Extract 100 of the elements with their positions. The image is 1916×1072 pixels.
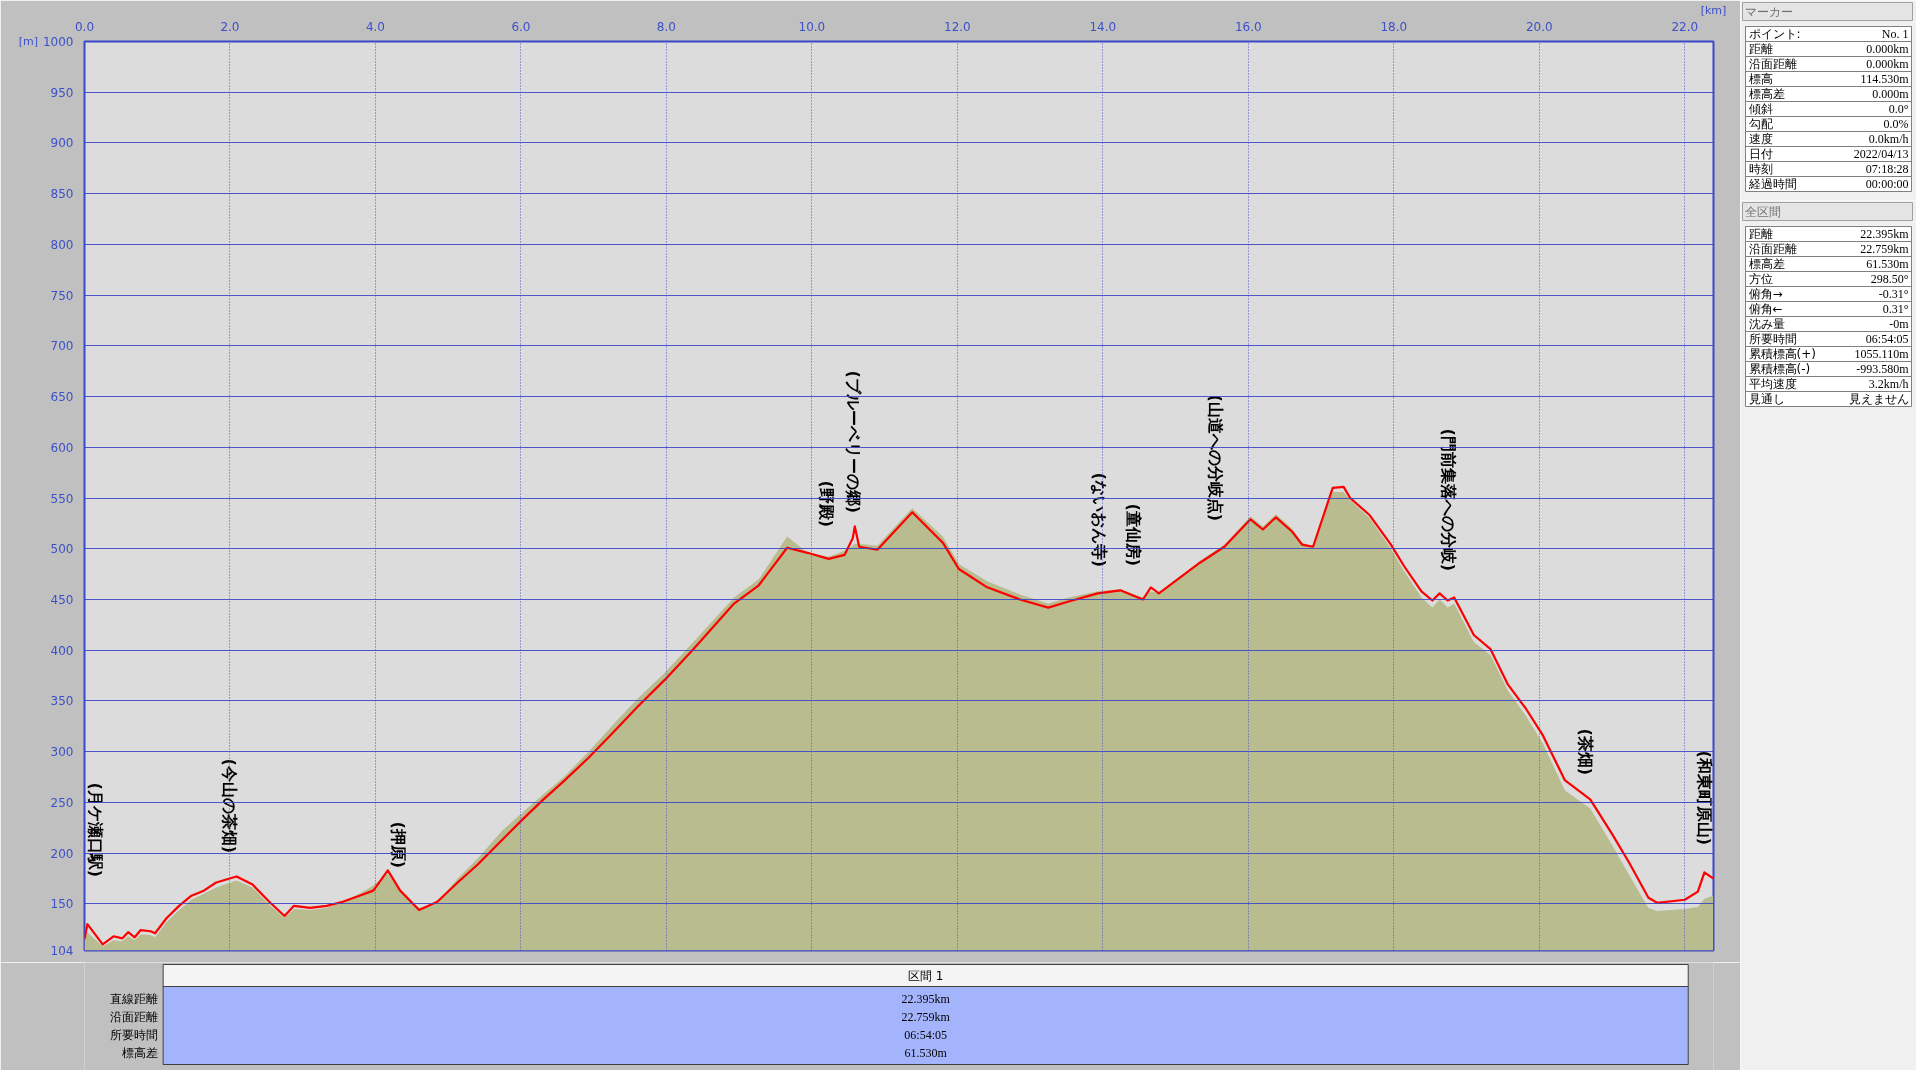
x-tick-label: 6.0 — [511, 19, 531, 34]
text: 方位 — [1748, 272, 1773, 286]
annotation: (押原) — [389, 821, 408, 869]
y-tick-label: 850 — [50, 187, 74, 202]
text: 114.530m — [1860, 72, 1910, 86]
x-tick-label: 2.0 — [220, 19, 240, 34]
text: 0.0% — [1883, 117, 1909, 131]
x-tick-label: 18.0 — [1380, 19, 1408, 34]
text: 累積標高(-) — [1748, 362, 1811, 376]
text: 日付 — [1748, 147, 1773, 161]
text: No. 1 — [1881, 27, 1909, 41]
x-tick-label: 10.0 — [798, 19, 826, 34]
text: 0.31° — [1882, 302, 1909, 316]
text: -0.31° — [1878, 287, 1909, 301]
x-tick-label: 4.0 — [365, 19, 386, 34]
text: 22.395km — [1860, 227, 1910, 241]
annotation: (茶畑) — [1576, 728, 1595, 776]
text: 標高差 — [1748, 87, 1785, 101]
text: 経過時間 — [1747, 177, 1797, 191]
annotation: (ブルーベリーの郷) — [844, 370, 863, 514]
text: 06:54:05 — [1865, 332, 1909, 346]
text: 速度 — [1748, 132, 1773, 146]
text: 俯角← — [1748, 302, 1783, 316]
x-tick-label: 8.0 — [656, 19, 676, 34]
text: 0.0km/h — [1868, 132, 1909, 146]
text: 沿面距離 — [1748, 242, 1797, 256]
y-tick-label: 550 — [50, 491, 74, 506]
text: 06:54:05 — [904, 1027, 948, 1042]
text: 0.000km — [1866, 57, 1910, 71]
text: 俯角→ — [1748, 287, 1783, 301]
text: 区間 1 — [907, 968, 944, 983]
y-tick-label: 350 — [50, 694, 74, 709]
text: 距離 — [1748, 227, 1773, 241]
text: 07:18:28 — [1865, 162, 1909, 176]
x-tick-label: 20.0 — [1525, 19, 1553, 34]
text: -0m — [1889, 317, 1910, 331]
annotation: (月ケ瀬口駅) — [86, 782, 105, 878]
text: 直線距離 — [109, 991, 158, 1006]
text: 全区間 — [1744, 204, 1781, 219]
text: ポイント: — [1748, 27, 1801, 41]
y-tick-label: 150 — [50, 897, 74, 912]
annotation: (今山の茶畑) — [220, 758, 239, 854]
y-tick-label: 200 — [50, 846, 74, 861]
annotation: (童仙房) — [1124, 503, 1143, 567]
x-tick-label: 16.0 — [1234, 19, 1262, 34]
text: 2022/04/13 — [1853, 147, 1909, 161]
text: 沈み量 — [1748, 317, 1785, 331]
annotation: (門前集落への分岐) — [1439, 428, 1458, 572]
text: 22.395km — [901, 991, 951, 1006]
y-tick-label: 700 — [50, 339, 74, 354]
text: 標高差 — [1748, 257, 1785, 271]
text: -993.580m — [1856, 362, 1910, 376]
text: 標高 — [1748, 72, 1773, 86]
y-tick-label: 1000 — [42, 35, 74, 49]
y-tick-label: 400 — [50, 643, 74, 658]
text: 沿面距離 — [1748, 57, 1797, 71]
y-tick-label: 104 — [50, 944, 74, 958]
annotation: (和東町原山) — [1695, 750, 1714, 846]
text: 所要時間 — [1748, 332, 1797, 346]
x-tick-label: 22.0 — [1671, 19, 1699, 34]
y-tick-label: 600 — [50, 440, 74, 455]
y-tick-label: 750 — [50, 288, 74, 303]
annotation: (山道への分岐点) — [1206, 394, 1225, 522]
y-tick-label: 900 — [50, 136, 74, 151]
y-tick-label: 300 — [50, 745, 74, 760]
text: 00:00:00 — [1865, 177, 1909, 191]
annotation: (ないおん寺) — [1090, 472, 1109, 568]
text: 22.759km — [1860, 242, 1910, 256]
x-tick-label: 12.0 — [944, 19, 971, 34]
text: 0.000m — [1872, 87, 1910, 101]
text: 時刻 — [1748, 162, 1773, 176]
text: 見えません — [1848, 392, 1909, 406]
text: 見通し — [1748, 392, 1785, 406]
text: 22.759km — [901, 1009, 951, 1024]
text: 3.2km/h — [1868, 377, 1909, 391]
text: 298.50° — [1870, 272, 1909, 286]
text: 累積標高(+) — [1748, 347, 1816, 361]
text: 0.000km — [1866, 42, 1910, 56]
text: マーカー — [1744, 4, 1793, 19]
text: 沿面距離 — [109, 1009, 158, 1024]
text: 距離 — [1748, 42, 1773, 56]
y-tick-label: 800 — [50, 237, 74, 252]
x-axis-title: [km] — [1700, 3, 1727, 17]
y-axis-title: [m] — [18, 35, 38, 48]
y-tick-label: 450 — [50, 592, 74, 607]
x-tick-label: 14.0 — [1089, 19, 1117, 34]
y-tick-label: 500 — [50, 542, 74, 557]
text: 標高差 — [121, 1045, 158, 1060]
y-tick-label: 650 — [50, 390, 74, 405]
text: 1055.110m — [1854, 347, 1910, 361]
x-tick-label: 0.0 — [74, 19, 95, 34]
text: 勾配 — [1748, 117, 1773, 131]
text: 61.530m — [1866, 257, 1910, 271]
text: 0.0° — [1888, 102, 1909, 116]
y-tick-label: 250 — [50, 795, 74, 810]
text: 61.530m — [904, 1045, 948, 1060]
annotation: (野殿) — [817, 480, 836, 528]
text: 傾斜 — [1748, 102, 1773, 116]
text: 所要時間 — [109, 1027, 158, 1042]
text: 平均速度 — [1748, 377, 1797, 391]
